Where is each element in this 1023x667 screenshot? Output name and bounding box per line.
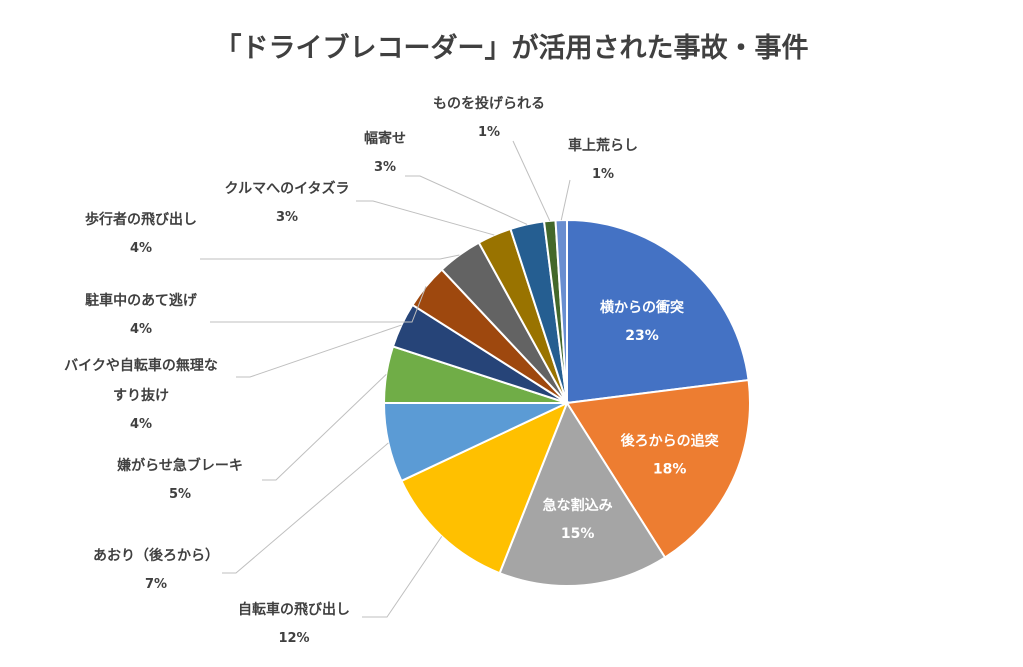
pie-slices	[382, 218, 751, 587]
slice-label: ものを投げられる 1%	[433, 96, 545, 140]
slice-label: 横からの衝突 23%	[600, 299, 684, 344]
slice-label: クルマへのイタズラ 3%	[224, 180, 349, 225]
chart-title: 「ドライブレコーダー」が活用された事故・事件	[214, 33, 809, 64]
slice-label-name: バイクや自転車の無理な	[64, 357, 218, 374]
leader-line	[560, 179, 571, 221]
slice-label-value: 4%	[130, 417, 152, 432]
slice-label: 自転車の飛び出し 12%	[238, 601, 350, 646]
slice-label-value: 7%	[145, 577, 167, 592]
leader-line	[262, 374, 387, 481]
slice-label-name: あおり（後ろから）	[93, 547, 219, 564]
slice-label-name: 自転車の飛び出し	[238, 601, 350, 618]
slice-label-value: 1%	[592, 167, 614, 182]
slice-label-name: 急な割込み	[543, 497, 613, 514]
slice-label-value: 1%	[478, 125, 500, 140]
slice-label-name: 駐車中のあて逃げ	[85, 292, 198, 309]
leader-line	[236, 324, 402, 378]
slice-label: 後ろからの追突 18%	[621, 432, 719, 477]
pie-slice	[566, 218, 750, 405]
leader-line	[362, 536, 443, 618]
leader-lines	[200, 140, 571, 618]
slice-label-name: 歩行者の飛び出し	[85, 211, 197, 228]
slice-label-name: クルマへのイタズラ	[224, 180, 349, 197]
leader-line	[512, 140, 551, 222]
leader-line	[222, 442, 389, 574]
slice-label-name: すり抜け	[113, 387, 169, 404]
slice-label-value: 4%	[130, 322, 152, 337]
slice-label-value: 5%	[169, 487, 191, 502]
slice-label-value: 3%	[276, 210, 298, 225]
slice-label-name: 車上荒らし	[568, 137, 638, 154]
slice-label: バイクや自転車の無理なすり抜け 4%	[64, 357, 218, 432]
slice-label: 幅寄せ 3%	[364, 130, 406, 175]
leader-line	[210, 286, 427, 323]
slice-label: 歩行者の飛び出し 4%	[85, 211, 197, 256]
slice-label-value: 15%	[561, 526, 595, 542]
leader-line	[405, 175, 528, 225]
slice-label-name: 横からの衝突	[600, 299, 684, 316]
slice-labels: 横からの衝突 23% 後ろからの追突 18% 急な割込み 15% 自転車の飛び出し 12% あお…	[64, 96, 719, 646]
leader-line	[356, 200, 495, 236]
slice-label: 嫌がらせ急ブレーキ 5%	[117, 457, 243, 502]
slice-label: 車上荒らし 1%	[568, 137, 638, 182]
leader-line	[200, 254, 460, 260]
pie-slice	[400, 401, 569, 575]
slice-label-value: 4%	[130, 241, 152, 256]
slice-label-name: ものを投げられる	[433, 96, 545, 112]
slice-label-name: 後ろからの追突	[621, 432, 719, 449]
slice-label-name: 嫌がらせ急ブレーキ	[117, 457, 243, 474]
slice-label: 急な割込み 15%	[543, 497, 613, 542]
slice-label-value: 18%	[653, 461, 687, 477]
pie-slice	[498, 400, 667, 587]
slice-label-name: 幅寄せ	[364, 130, 406, 147]
slice-label-value: 23%	[625, 328, 659, 344]
slice-label-value: 3%	[374, 160, 396, 175]
slice-label: 駐車中のあて逃げ 4%	[85, 292, 198, 337]
pie-slice	[565, 378, 751, 559]
slice-label: あおり（後ろから） 7%	[93, 547, 219, 592]
slice-label-value: 12%	[278, 631, 309, 646]
